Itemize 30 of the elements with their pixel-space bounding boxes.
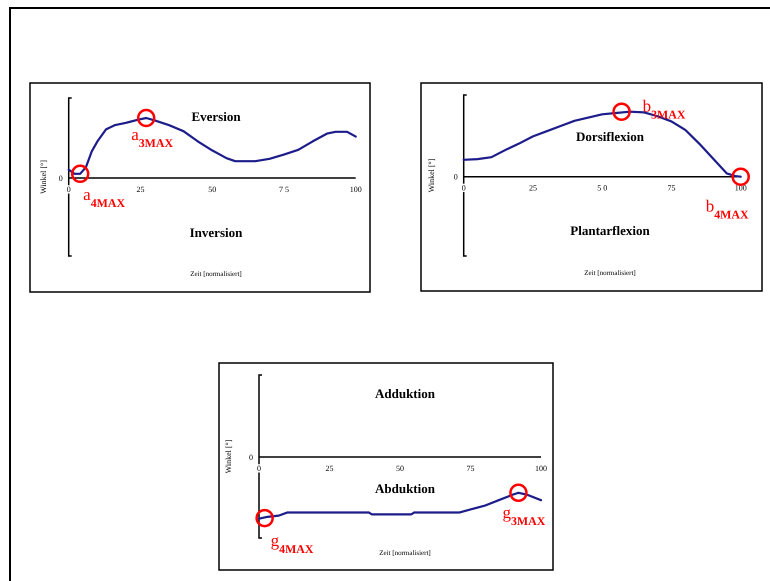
x-tick-label: 5 0 <box>597 184 608 193</box>
text: Adduktion <box>375 386 436 401</box>
x-tick-label: 50 <box>208 185 216 194</box>
annotation: a$_{4MAX}$ <box>83 184 126 210</box>
x-tick-label: 75 <box>466 464 474 473</box>
x-tick-label: 100 <box>734 184 747 193</box>
text: 0 <box>249 453 253 462</box>
annotation: g$_{4MAX}$ <box>270 531 314 556</box>
text: 0 <box>58 174 63 183</box>
annotation: g$_{3MAX}$ <box>502 502 546 528</box>
annotation: b$_{3MAX}$ <box>642 96 686 122</box>
y-axis-title: Winkel [°] <box>427 158 436 192</box>
annotation: Abduktion <box>375 481 436 496</box>
text: Plantarflexion <box>570 223 650 238</box>
y-axis-title: Winkel [°] <box>39 160 48 194</box>
text: Inversion <box>190 225 244 240</box>
x-tick-label: 25 <box>326 464 334 473</box>
x-tick-label: 25 <box>136 185 144 194</box>
x-tick-label: 100 <box>535 464 547 473</box>
x-tick-label: 25 <box>528 184 537 193</box>
annotation: b$_{4MAX}$ <box>706 196 749 222</box>
x-tick-label: 7 5 <box>278 185 289 194</box>
annotation: Eversion <box>191 109 242 124</box>
x-tick-label: 75 <box>667 184 676 193</box>
annotation: a$_{3MAX}$ <box>131 125 174 150</box>
x-tick-label: 50 <box>396 464 404 473</box>
y-axis-title: Winkel [°] <box>224 439 233 474</box>
x-tick-label: 100 <box>350 185 362 194</box>
annotation: Dorsiflexion <box>576 129 645 144</box>
text: 0 <box>454 172 458 182</box>
